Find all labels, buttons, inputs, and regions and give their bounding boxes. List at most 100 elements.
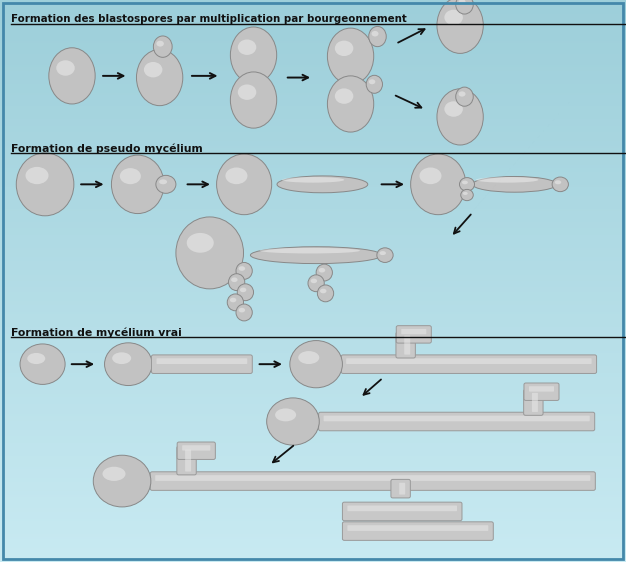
Ellipse shape bbox=[156, 40, 164, 47]
Ellipse shape bbox=[411, 154, 466, 215]
Ellipse shape bbox=[317, 285, 334, 302]
Ellipse shape bbox=[225, 167, 247, 184]
Text: Formation de pseudo mycélium: Formation de pseudo mycélium bbox=[11, 143, 203, 154]
Ellipse shape bbox=[103, 466, 126, 481]
Ellipse shape bbox=[16, 153, 74, 216]
Ellipse shape bbox=[231, 278, 238, 282]
FancyBboxPatch shape bbox=[177, 442, 215, 460]
Ellipse shape bbox=[310, 279, 317, 283]
Ellipse shape bbox=[369, 79, 376, 84]
Ellipse shape bbox=[419, 167, 441, 184]
Ellipse shape bbox=[112, 352, 131, 364]
Ellipse shape bbox=[462, 180, 468, 184]
Ellipse shape bbox=[93, 455, 151, 507]
Ellipse shape bbox=[327, 28, 374, 84]
FancyBboxPatch shape bbox=[347, 525, 488, 531]
FancyBboxPatch shape bbox=[399, 483, 405, 495]
Ellipse shape bbox=[240, 288, 247, 292]
Ellipse shape bbox=[437, 0, 483, 53]
Ellipse shape bbox=[476, 177, 538, 183]
Ellipse shape bbox=[156, 175, 176, 193]
FancyBboxPatch shape bbox=[523, 389, 543, 415]
Text: Formation des blastospores par multiplication par bourgeonnement: Formation des blastospores par multiplic… bbox=[11, 14, 407, 24]
Ellipse shape bbox=[230, 298, 237, 302]
Ellipse shape bbox=[377, 248, 393, 262]
Ellipse shape bbox=[239, 266, 245, 271]
Ellipse shape bbox=[335, 88, 353, 104]
Ellipse shape bbox=[250, 247, 382, 264]
Ellipse shape bbox=[136, 49, 183, 106]
Ellipse shape bbox=[260, 248, 360, 253]
FancyBboxPatch shape bbox=[150, 472, 595, 490]
Ellipse shape bbox=[49, 48, 95, 104]
Ellipse shape bbox=[472, 176, 557, 192]
FancyBboxPatch shape bbox=[319, 413, 595, 430]
Ellipse shape bbox=[144, 62, 162, 78]
FancyBboxPatch shape bbox=[342, 502, 462, 520]
FancyBboxPatch shape bbox=[532, 393, 538, 412]
FancyBboxPatch shape bbox=[324, 416, 590, 422]
Ellipse shape bbox=[459, 178, 475, 191]
Ellipse shape bbox=[230, 72, 277, 128]
FancyBboxPatch shape bbox=[529, 386, 554, 392]
Ellipse shape bbox=[456, 0, 473, 14]
Ellipse shape bbox=[228, 274, 245, 291]
Ellipse shape bbox=[120, 168, 141, 184]
Ellipse shape bbox=[238, 84, 256, 100]
Ellipse shape bbox=[227, 294, 244, 311]
FancyBboxPatch shape bbox=[347, 506, 457, 511]
Ellipse shape bbox=[463, 192, 468, 195]
FancyBboxPatch shape bbox=[396, 325, 431, 343]
Ellipse shape bbox=[239, 308, 245, 312]
Ellipse shape bbox=[236, 262, 252, 279]
Ellipse shape bbox=[327, 76, 374, 132]
FancyBboxPatch shape bbox=[524, 383, 559, 400]
Ellipse shape bbox=[105, 343, 152, 386]
Ellipse shape bbox=[458, 92, 466, 97]
Ellipse shape bbox=[230, 27, 277, 83]
Ellipse shape bbox=[458, 0, 466, 4]
Ellipse shape bbox=[371, 31, 379, 37]
Ellipse shape bbox=[461, 189, 473, 201]
Text: Formation de mycélium vrai: Formation de mycélium vrai bbox=[11, 327, 182, 338]
Ellipse shape bbox=[275, 409, 296, 422]
Ellipse shape bbox=[237, 284, 254, 301]
FancyBboxPatch shape bbox=[401, 329, 426, 334]
Ellipse shape bbox=[369, 26, 386, 47]
Ellipse shape bbox=[176, 217, 244, 289]
Ellipse shape bbox=[335, 40, 353, 56]
FancyBboxPatch shape bbox=[182, 445, 210, 451]
Ellipse shape bbox=[555, 180, 562, 184]
FancyBboxPatch shape bbox=[391, 479, 411, 498]
FancyBboxPatch shape bbox=[341, 355, 597, 373]
FancyBboxPatch shape bbox=[156, 359, 247, 364]
Ellipse shape bbox=[236, 304, 252, 321]
Ellipse shape bbox=[282, 177, 344, 183]
Ellipse shape bbox=[187, 233, 213, 253]
Ellipse shape bbox=[28, 353, 45, 364]
Ellipse shape bbox=[26, 167, 49, 184]
Ellipse shape bbox=[267, 398, 319, 445]
Ellipse shape bbox=[320, 289, 327, 293]
FancyBboxPatch shape bbox=[151, 355, 252, 373]
Ellipse shape bbox=[316, 264, 332, 281]
FancyBboxPatch shape bbox=[396, 332, 416, 358]
FancyBboxPatch shape bbox=[342, 522, 493, 541]
Ellipse shape bbox=[444, 10, 463, 25]
Ellipse shape bbox=[217, 154, 272, 215]
Ellipse shape bbox=[153, 36, 172, 57]
Ellipse shape bbox=[379, 251, 386, 255]
FancyBboxPatch shape bbox=[346, 359, 592, 364]
Ellipse shape bbox=[298, 351, 319, 364]
Ellipse shape bbox=[308, 275, 324, 292]
FancyBboxPatch shape bbox=[177, 446, 197, 475]
Ellipse shape bbox=[290, 341, 342, 388]
Ellipse shape bbox=[159, 179, 167, 184]
FancyBboxPatch shape bbox=[404, 336, 410, 355]
Ellipse shape bbox=[444, 101, 463, 117]
Ellipse shape bbox=[111, 155, 164, 214]
Ellipse shape bbox=[552, 177, 568, 192]
FancyBboxPatch shape bbox=[155, 475, 590, 481]
Ellipse shape bbox=[277, 176, 368, 193]
Ellipse shape bbox=[56, 60, 74, 76]
